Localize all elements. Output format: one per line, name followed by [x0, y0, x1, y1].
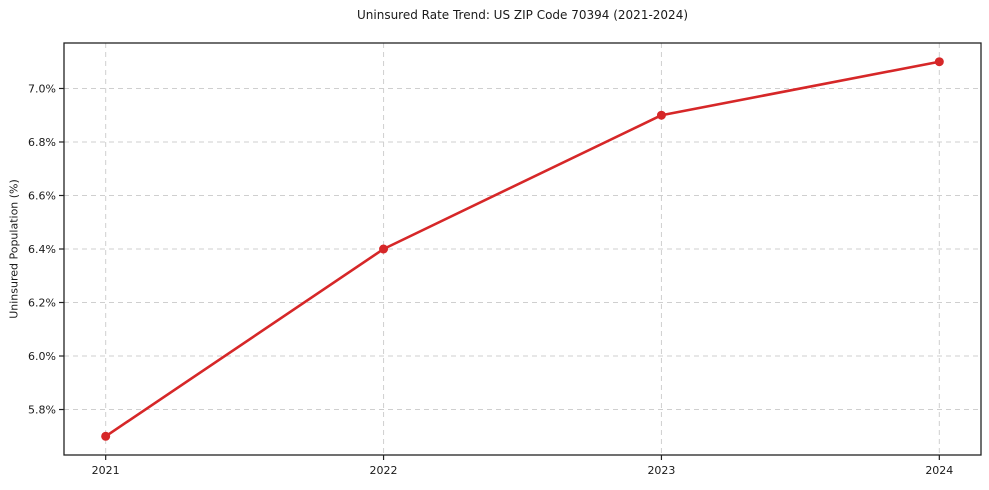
x-tick-label: 2023: [647, 464, 675, 477]
data-line: [104, 60, 941, 438]
x-tick-label: 2024: [925, 464, 953, 477]
x-tick-label: 2021: [92, 464, 120, 477]
y-tick-label: 6.0%: [28, 350, 56, 363]
y-tick-label: 6.8%: [28, 136, 56, 149]
data-point-marker: [379, 244, 389, 254]
y-tick-label: 7.0%: [28, 82, 56, 95]
x-tick-label: 2022: [370, 464, 398, 477]
data-point-marker: [101, 431, 111, 441]
y-tick-label: 6.4%: [28, 243, 56, 256]
y-tick-label: 5.8%: [28, 404, 56, 417]
data-point-marker: [656, 110, 666, 120]
data-point-marker: [934, 57, 944, 67]
y-tick-label: 6.6%: [28, 189, 56, 202]
y-tick-label: 6.2%: [28, 297, 56, 310]
axes-border: [63, 42, 982, 456]
chart-title: Uninsured Rate Trend: US ZIP Code 70394 …: [356, 8, 689, 22]
